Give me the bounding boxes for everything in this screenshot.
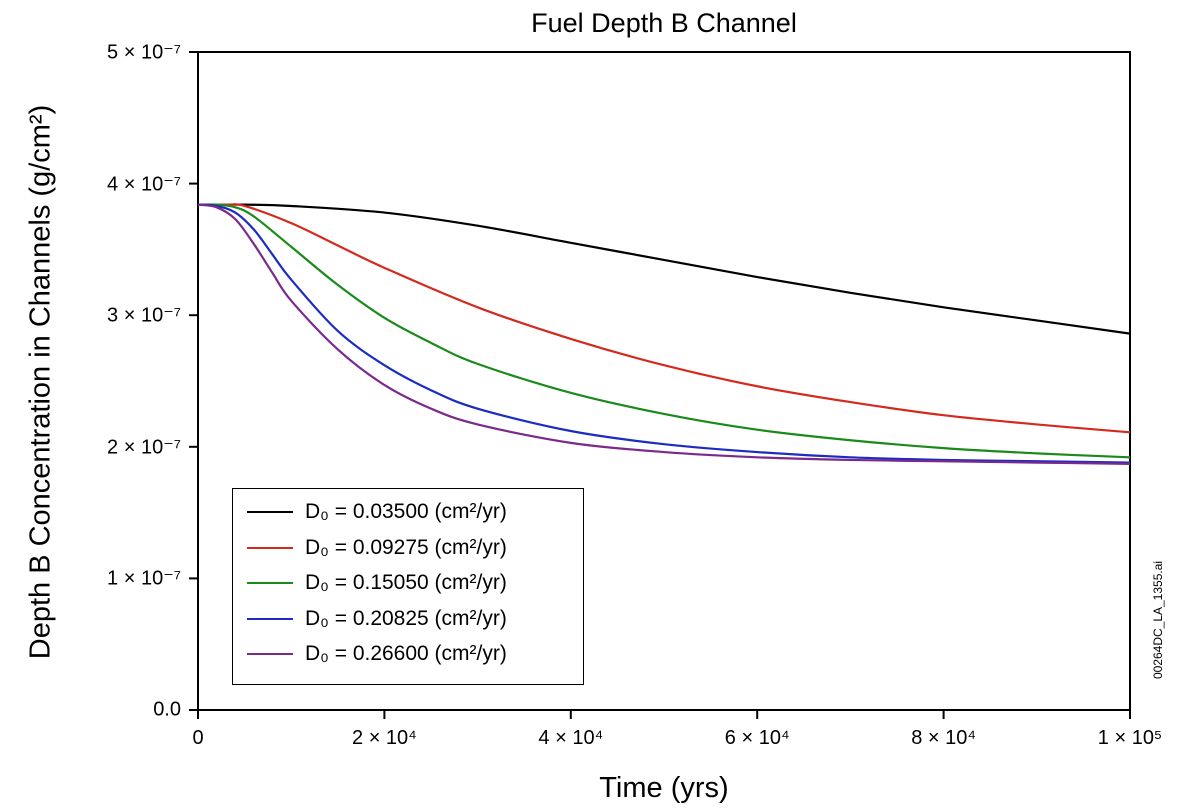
x-tick-label: 8 × 10⁴ <box>911 727 976 750</box>
y-tick-label: 1 × 10⁻⁷ <box>107 566 181 591</box>
legend-label: D₀ = 0.20825 (cm²/yr) <box>305 607 507 631</box>
x-tick-label: 0 <box>192 727 203 750</box>
legend-label: D₀ = 0.09275 (cm²/yr) <box>305 536 507 560</box>
legend-label: D₀ = 0.03500 (cm²/yr) <box>305 500 507 524</box>
x-axis-ticks <box>198 710 1130 719</box>
legend-swatch <box>247 618 293 620</box>
y-axis-label: Depth B Concentration in Channels (g/cm²… <box>25 105 58 659</box>
x-tick-label: 1 × 10⁵ <box>1098 727 1162 750</box>
y-tick-label: 5 × 10⁻⁷ <box>107 40 181 65</box>
legend-swatch <box>247 653 293 655</box>
chart-title: Fuel Depth B Channel <box>198 8 1130 39</box>
x-axis-label: Time (yrs) <box>198 772 1130 805</box>
y-axis-ticks <box>189 52 198 710</box>
legend-swatch <box>247 547 293 549</box>
legend-item: D₀ = 0.03500 (cm²/yr) <box>247 497 507 527</box>
y-tick-label: 2 × 10⁻⁷ <box>107 434 181 459</box>
y-tick-label: 3 × 10⁻⁷ <box>107 303 181 328</box>
y-tick-label: 4 × 10⁻⁷ <box>107 171 181 196</box>
x-tick-label: 2 × 10⁴ <box>352 727 417 750</box>
legend-label: D₀ = 0.26600 (cm²/yr) <box>305 642 507 666</box>
legend: D₀ = 0.03500 (cm²/yr) D₀ = 0.09275 (cm²/y… <box>232 488 584 685</box>
legend-item: D₀ = 0.26600 (cm²/yr) <box>247 639 507 669</box>
legend-swatch <box>247 582 293 584</box>
x-tick-label: 4 × 10⁴ <box>538 727 603 750</box>
legend-item: D₀ = 0.09275 (cm²/yr) <box>247 533 507 563</box>
legend-item: D₀ = 0.20825 (cm²/yr) <box>247 604 507 634</box>
y-tick-label: 0.0 <box>153 699 181 722</box>
file-watermark: 00264DC_LA_1355.ai <box>1151 561 1165 679</box>
legend-item: D₀ = 0.15050 (cm²/yr) <box>247 568 507 598</box>
x-tick-label: 6 × 10⁴ <box>725 727 790 750</box>
legend-swatch <box>247 511 293 513</box>
legend-label: D₀ = 0.15050 (cm²/yr) <box>305 571 507 595</box>
